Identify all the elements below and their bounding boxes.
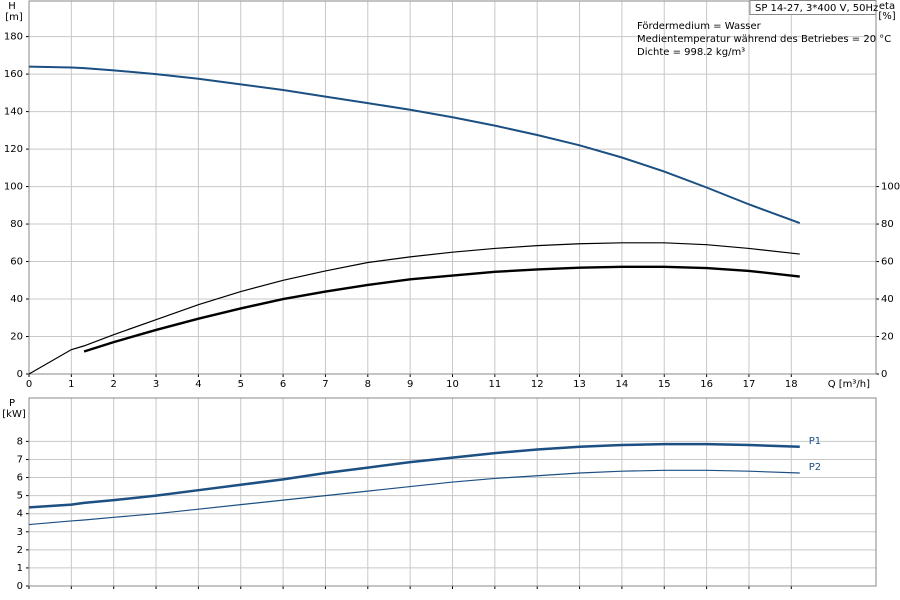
header-box-text: SP 14-27, 3*400 V, 50Hz: [755, 3, 878, 14]
x-tick-label: 7: [322, 379, 328, 390]
annotation: Dichte = 998.2 kg/m³: [637, 47, 745, 58]
y-tick-label: 8: [17, 436, 23, 447]
x-tick-label: 2: [111, 379, 117, 390]
y2-tick-label: 100: [881, 182, 900, 193]
y-tick-label: 4: [17, 509, 23, 520]
x-tick-label: 1: [68, 379, 74, 390]
x-tick-label: 16: [700, 379, 713, 390]
x-tick-label: 0: [26, 379, 32, 390]
x-tick-label: 8: [365, 379, 371, 390]
y-axis-unit: [m]: [5, 12, 23, 23]
x-tick-label: 15: [658, 379, 671, 390]
y-tick-label: 5: [17, 491, 23, 502]
y2-axis-label: eta: [879, 1, 895, 12]
x-tick-label: 10: [446, 379, 459, 390]
y2-tick-label: 60: [881, 257, 894, 268]
y2-tick-label: 20: [881, 332, 894, 343]
y-axis-label: H: [8, 1, 16, 12]
y2-axis-unit: [%]: [878, 11, 895, 22]
y2-tick-label: 0: [881, 369, 887, 380]
y-tick-label: 160: [4, 69, 23, 80]
x-tick-label: 4: [195, 379, 201, 390]
y-tick-label: 6: [17, 473, 23, 484]
header-box: [749, 0, 877, 15]
x-tick-label: 12: [531, 379, 544, 390]
x-tick-label: 3: [153, 379, 159, 390]
y-tick-label: 3: [17, 527, 23, 538]
series-line: [28, 242, 800, 375]
series-line: [28, 442, 800, 509]
x-tick-label: 9: [407, 379, 413, 390]
y2-tick-label: 80: [881, 219, 894, 230]
x-tick-label: 13: [573, 379, 586, 390]
y-tick-label: 0: [17, 369, 23, 380]
y-tick-label: 7: [17, 454, 23, 465]
plot-frame: [28, 0, 877, 375]
y-tick-label: 1: [17, 563, 23, 574]
x-tick-label: 18: [785, 379, 798, 390]
y-tick-label: 20: [10, 332, 23, 343]
y-axis-label: P: [9, 398, 15, 409]
y-axis-unit: [kW]: [2, 409, 26, 420]
annotation: Medientemperatur während des Betriebes =…: [637, 34, 891, 45]
x-tick-label: 14: [616, 379, 629, 390]
series-line: [28, 65, 801, 225]
x-tick-label: 6: [280, 379, 286, 390]
y-tick-label: 100: [4, 182, 23, 193]
series-line: [28, 469, 800, 526]
y-tick-label: 60: [10, 257, 23, 268]
x-axis-label: Q [m³/h]: [828, 379, 870, 390]
y-tick-label: 180: [4, 32, 23, 43]
x-tick-label: 5: [238, 379, 244, 390]
series-line: [83, 265, 800, 353]
plot-frame: [28, 397, 877, 587]
annotation: Fördermedium = Wasser: [637, 21, 762, 32]
y-tick-label: 140: [4, 107, 23, 118]
series-label: P2: [809, 462, 821, 473]
y2-tick-label: 40: [881, 294, 894, 305]
y-tick-label: 120: [4, 144, 23, 155]
y-tick-label: 80: [10, 219, 23, 230]
x-tick-label: 11: [488, 379, 501, 390]
y-tick-label: 2: [17, 545, 23, 556]
y-tick-label: 40: [10, 294, 23, 305]
series-label: P1: [809, 436, 821, 447]
x-tick-label: 17: [743, 379, 756, 390]
y-tick-label: 0: [17, 581, 23, 592]
